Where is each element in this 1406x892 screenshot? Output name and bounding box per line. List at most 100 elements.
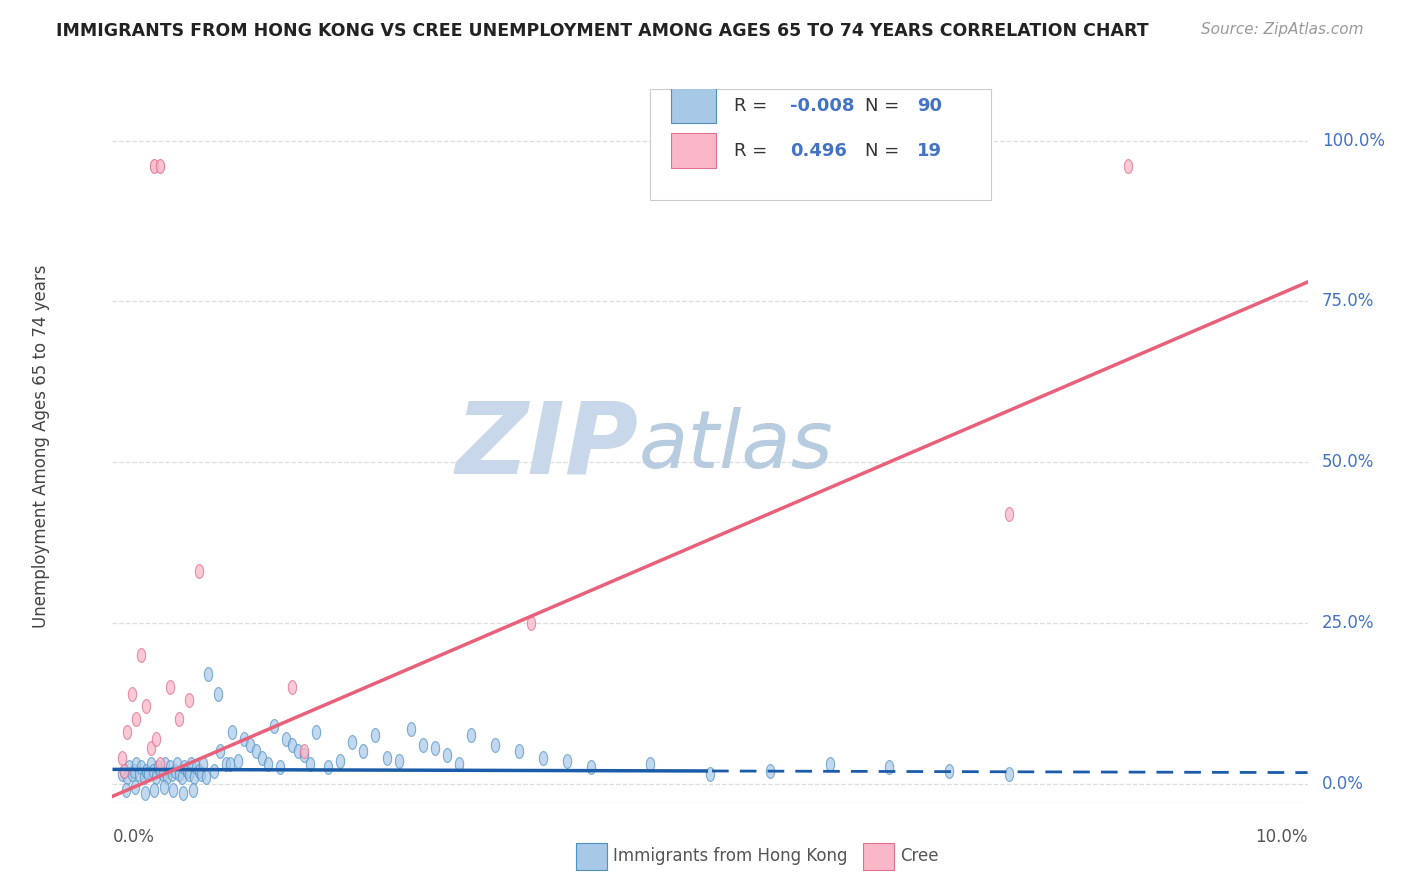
Text: -0.008: -0.008 [790, 96, 855, 114]
Point [194, 770, 217, 784]
Point [436, 747, 458, 762]
Point [129, 648, 152, 662]
Point [142, 764, 165, 778]
Point [508, 744, 530, 758]
Point [263, 719, 285, 733]
Point [169, 767, 191, 781]
Point [218, 757, 240, 772]
Point [125, 712, 148, 726]
Point [877, 760, 900, 774]
Point [169, 712, 191, 726]
Text: Unemployment Among Ages 65 to 74 years: Unemployment Among Ages 65 to 74 years [32, 264, 49, 628]
Point [202, 764, 225, 778]
Point [159, 760, 181, 774]
Point [292, 744, 315, 758]
Text: Source: ZipAtlas.com: Source: ZipAtlas.com [1201, 22, 1364, 37]
Point [139, 741, 162, 756]
Point [111, 767, 134, 781]
Point [132, 770, 155, 784]
Point [250, 751, 273, 765]
Text: 0.0%: 0.0% [112, 828, 155, 846]
Point [181, 783, 204, 797]
Point [115, 770, 138, 784]
Point [292, 747, 315, 762]
Text: N =: N = [865, 96, 905, 114]
Point [460, 728, 482, 742]
Point [139, 757, 162, 772]
Point [122, 764, 145, 778]
Point [149, 764, 172, 778]
Point [447, 757, 470, 772]
Point [257, 757, 280, 772]
Text: Cree: Cree [900, 847, 938, 865]
Point [187, 764, 209, 778]
Point [233, 731, 256, 746]
Text: ZIP: ZIP [456, 398, 638, 494]
Point [190, 767, 212, 781]
Point [145, 731, 167, 746]
Point [159, 680, 181, 694]
Point [531, 751, 554, 765]
Point [146, 760, 169, 774]
Point [304, 725, 326, 739]
Point [215, 757, 238, 772]
Point [180, 757, 202, 772]
Point [153, 780, 176, 794]
Point [135, 699, 157, 714]
Text: 0.496: 0.496 [790, 142, 846, 160]
Text: 25.0%: 25.0% [1322, 614, 1375, 632]
FancyBboxPatch shape [671, 88, 716, 123]
Text: 100.0%: 100.0% [1322, 132, 1385, 150]
Point [208, 744, 231, 758]
Point [149, 757, 172, 772]
Point [298, 757, 321, 772]
Point [177, 767, 200, 781]
Point [172, 786, 194, 800]
Point [153, 757, 176, 772]
Point [281, 680, 304, 694]
Point [145, 770, 167, 784]
Point [114, 783, 136, 797]
Point [269, 760, 291, 774]
Text: atlas: atlas [638, 407, 834, 485]
Point [998, 767, 1021, 781]
Text: 75.0%: 75.0% [1322, 293, 1374, 310]
Point [412, 738, 434, 752]
Point [484, 738, 506, 752]
Point [166, 757, 188, 772]
Point [115, 725, 138, 739]
Point [187, 565, 209, 579]
Point [186, 760, 208, 774]
Text: 10.0%: 10.0% [1256, 828, 1308, 846]
Point [352, 744, 374, 758]
Point [125, 757, 148, 772]
Text: 19: 19 [917, 142, 942, 160]
Point [176, 764, 198, 778]
Text: R =: R = [734, 142, 773, 160]
Point [149, 159, 172, 173]
Text: Immigrants from Hong Kong: Immigrants from Hong Kong [613, 847, 848, 865]
Point [128, 767, 150, 781]
Point [138, 767, 160, 781]
Point [197, 667, 219, 681]
Point [162, 767, 183, 781]
FancyBboxPatch shape [650, 89, 991, 200]
Point [818, 757, 841, 772]
Point [938, 764, 960, 778]
Point [152, 767, 174, 781]
Point [340, 735, 363, 749]
Point [281, 738, 304, 752]
Point [316, 760, 339, 774]
Point [162, 783, 184, 797]
Point [221, 725, 243, 739]
Point [328, 754, 352, 768]
Text: 0.0%: 0.0% [1322, 774, 1364, 792]
Point [638, 757, 662, 772]
Text: 50.0%: 50.0% [1322, 453, 1374, 471]
Point [245, 744, 267, 758]
Point [579, 760, 602, 774]
Point [114, 764, 135, 778]
FancyBboxPatch shape [671, 134, 716, 168]
Point [375, 751, 399, 765]
Text: 90: 90 [917, 96, 942, 114]
